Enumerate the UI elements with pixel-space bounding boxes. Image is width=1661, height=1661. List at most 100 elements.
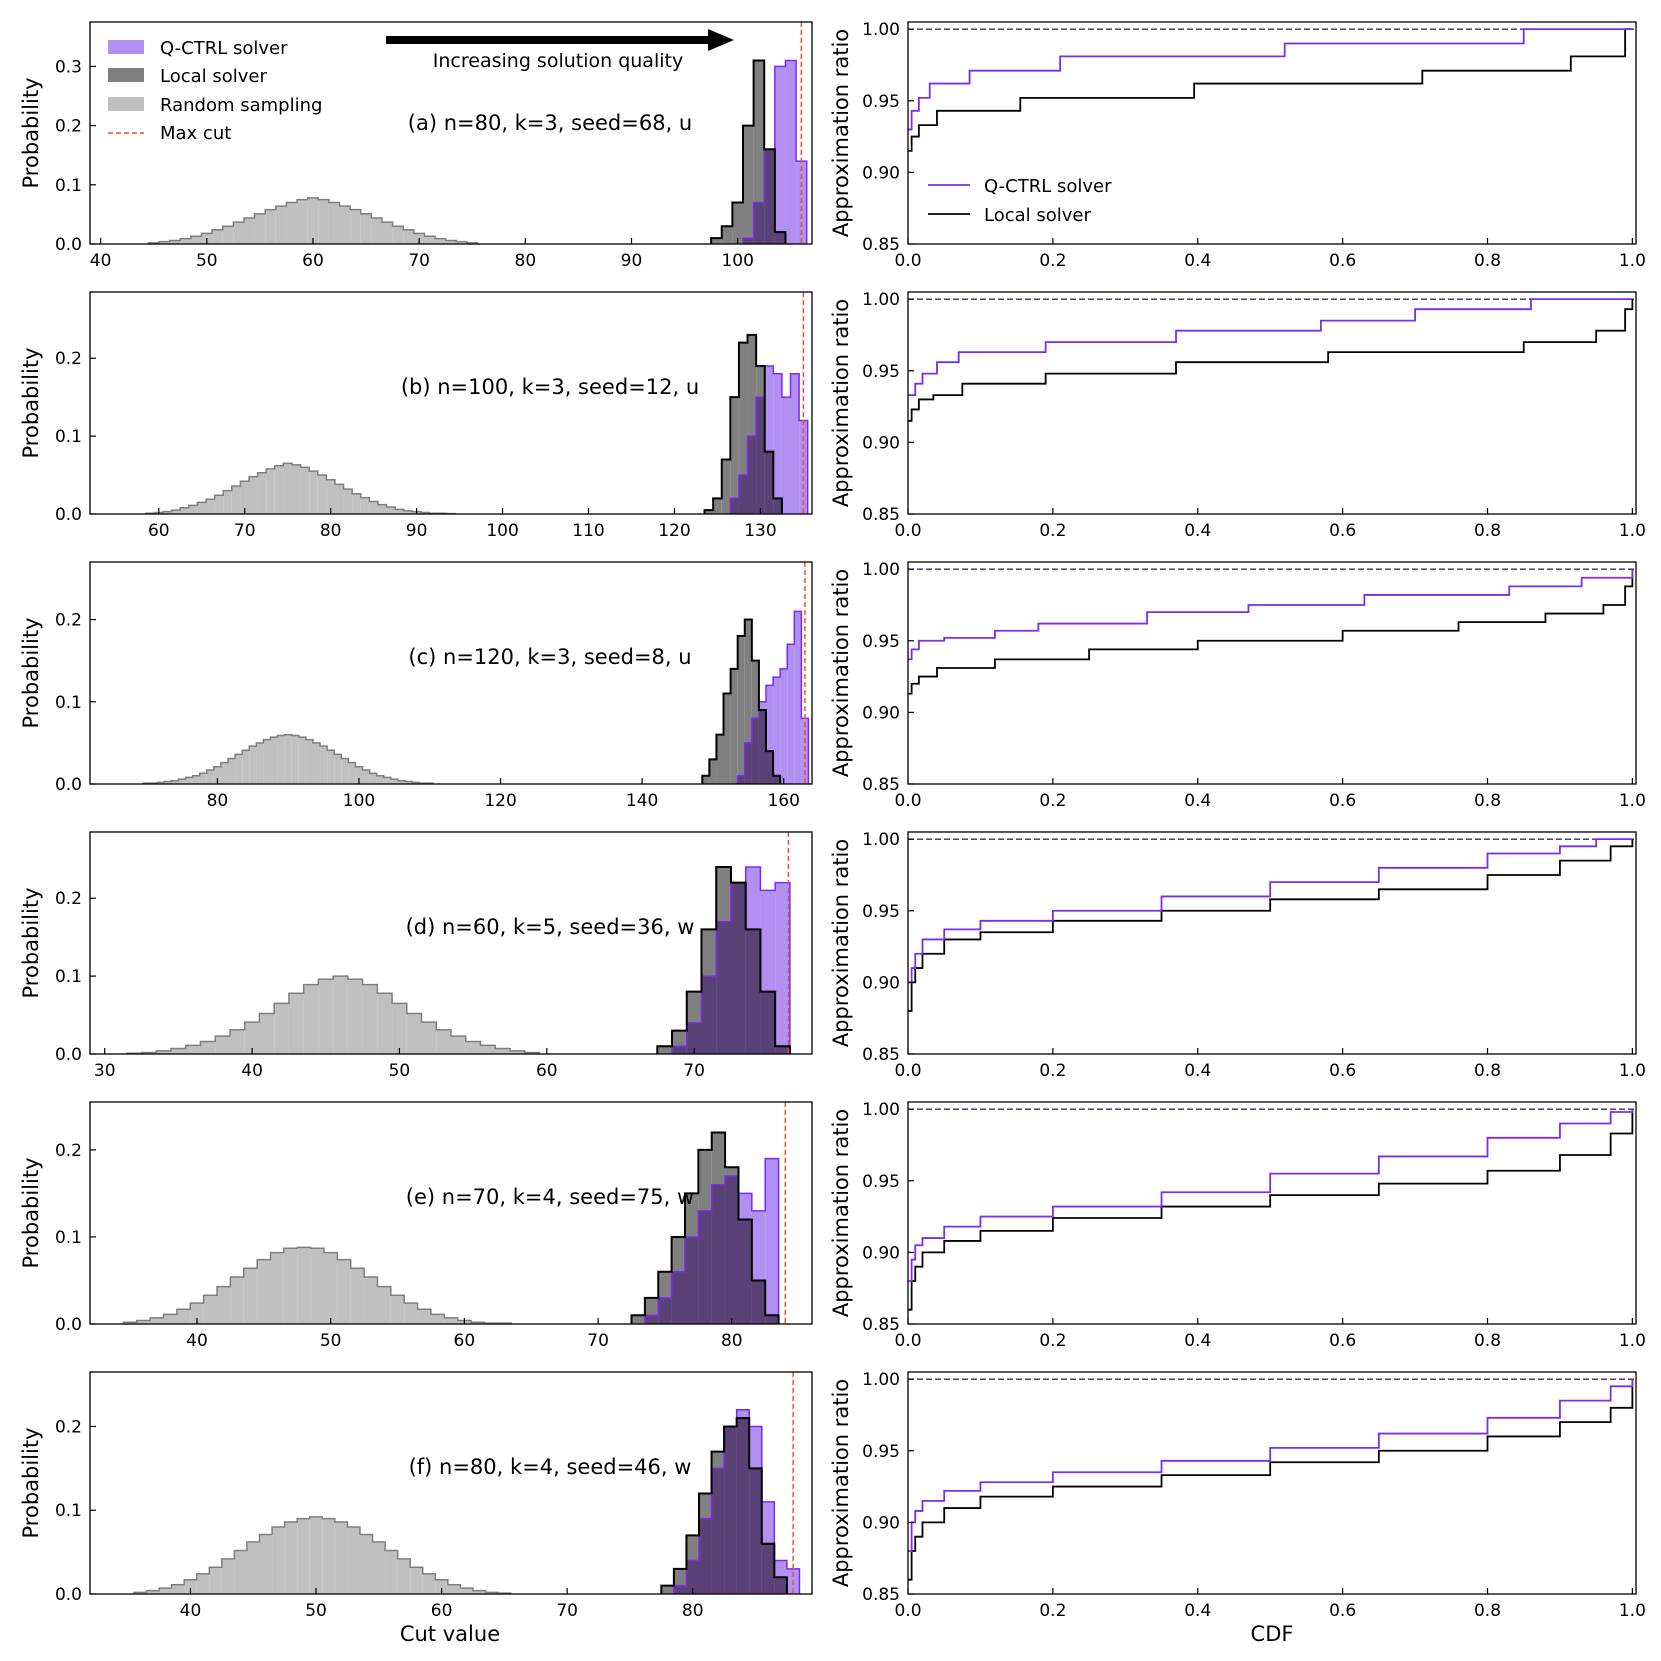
panel-a: 40 50 60 70 80 90 100 0.0 0.1 0.2 0.3 Probability (a… bbox=[19, 20, 1646, 271]
overlap-bar bbox=[742, 238, 754, 244]
overlap-bar bbox=[686, 1560, 699, 1594]
cdf-x-tick-label: 0.6 bbox=[1329, 1061, 1356, 1081]
local-outline bbox=[701, 618, 782, 784]
cdf-x-tick-label: 0.8 bbox=[1474, 1601, 1501, 1621]
cdf-x-tick-label: 0.0 bbox=[894, 1061, 921, 1081]
overlap-bar bbox=[658, 1297, 672, 1324]
hist-y-tick-label: 0.2 bbox=[55, 349, 82, 369]
random-bar bbox=[284, 1521, 298, 1594]
panel-b: 60 70 80 90 100 110 120 130 0.0 0.1 0.2 Probability… bbox=[19, 290, 1646, 541]
random-bar bbox=[347, 979, 363, 1054]
overlap-bar bbox=[775, 1046, 790, 1054]
random-bar bbox=[188, 505, 198, 514]
random-bar bbox=[259, 1013, 275, 1054]
random-bar bbox=[206, 770, 214, 784]
random-bar bbox=[307, 197, 319, 244]
random-bar bbox=[327, 750, 335, 784]
cdf-y-tick-label: 1.00 bbox=[862, 1370, 900, 1390]
cdf-x-tick-label: 0.0 bbox=[894, 791, 921, 811]
cdf-y-tick-label: 0.95 bbox=[862, 902, 900, 922]
cdf-qctrl-line bbox=[908, 28, 1633, 131]
cdf-frame bbox=[907, 1371, 1637, 1595]
overlap-bar bbox=[751, 718, 759, 784]
cdf-x-tick-label: 0.2 bbox=[1039, 1061, 1066, 1081]
cdf-x-tick-label: 0.6 bbox=[1329, 1601, 1356, 1621]
legend-swatch-random bbox=[108, 97, 144, 111]
random-bar bbox=[169, 240, 181, 244]
cdf-y-tick-label: 0.90 bbox=[862, 1243, 900, 1263]
random-bar bbox=[291, 735, 299, 784]
random-bar bbox=[422, 1573, 436, 1594]
cdf-x-tick-label: 0.4 bbox=[1184, 791, 1211, 811]
overlap-bar bbox=[738, 1219, 752, 1324]
random-bar bbox=[150, 1317, 164, 1324]
local-bar bbox=[657, 1046, 673, 1054]
random-bar bbox=[471, 1322, 485, 1324]
cdf-x-tick-label: 0.6 bbox=[1329, 521, 1356, 541]
random-bar bbox=[339, 206, 351, 244]
random-bar bbox=[326, 479, 335, 514]
histogram-c: 80 100 120 140 160 0.0 0.1 0.2 Probability (c) n=… bbox=[19, 561, 813, 811]
hist-y-axis-label: Probability bbox=[19, 347, 43, 458]
random-bar bbox=[229, 1029, 245, 1054]
overlap-bar bbox=[737, 775, 745, 784]
panel-c: 80 100 120 140 160 0.0 0.1 0.2 Probability (c) n=… bbox=[19, 560, 1646, 811]
random-bar bbox=[424, 236, 436, 244]
legend-label-random: Random sampling bbox=[160, 95, 322, 116]
hist-frame bbox=[89, 831, 813, 1055]
random-bar bbox=[334, 1521, 348, 1594]
local-bar bbox=[631, 1315, 645, 1324]
random-bar bbox=[472, 1590, 486, 1594]
random-bar bbox=[300, 467, 310, 514]
cdf-y-tick-label: 0.85 bbox=[862, 1585, 900, 1605]
random-bar bbox=[297, 1518, 310, 1594]
qctrl-outline bbox=[729, 365, 809, 514]
cdf-y-axis-label: Approximation ratio bbox=[829, 569, 853, 777]
qctrl-bar bbox=[765, 685, 774, 784]
hist-x-tick-label: 70 bbox=[587, 1331, 609, 1351]
overlap-bar bbox=[711, 1468, 725, 1594]
random-bar bbox=[303, 984, 319, 1054]
random-bar bbox=[257, 472, 267, 514]
cdf-x-tick-label: 0.6 bbox=[1329, 791, 1356, 811]
cdf-x-tick-label: 1.0 bbox=[1619, 521, 1646, 541]
overlap-bar bbox=[684, 1236, 699, 1324]
qctrl-bar bbox=[765, 1158, 779, 1324]
hist-y-tick-label: 0.0 bbox=[55, 1315, 82, 1335]
random-bar bbox=[495, 1048, 510, 1054]
overlap-bar bbox=[686, 1022, 702, 1054]
random-bar bbox=[171, 1048, 186, 1054]
random-bar bbox=[447, 1584, 461, 1594]
overlap-bar bbox=[711, 1184, 726, 1324]
local-bar bbox=[742, 125, 754, 244]
random-bar bbox=[234, 1550, 247, 1594]
local-bar bbox=[711, 238, 722, 244]
random-bar bbox=[163, 511, 172, 514]
random-bar bbox=[350, 209, 361, 244]
cdf-y-tick-label: 0.90 bbox=[862, 163, 900, 183]
random-bar bbox=[420, 512, 430, 514]
hist-x-tick-label: 100 bbox=[721, 251, 753, 271]
random-bar bbox=[284, 734, 292, 784]
random-bar bbox=[310, 1248, 324, 1324]
random-bar bbox=[404, 781, 413, 784]
random-bar bbox=[397, 1558, 411, 1594]
local-bar bbox=[747, 334, 757, 514]
overlap-bar bbox=[760, 991, 776, 1054]
cdf-x-tick-label: 0.6 bbox=[1329, 1331, 1356, 1351]
cdf-x-tick-label: 0.8 bbox=[1474, 1061, 1501, 1081]
cdf-f: 0.0 0.2 0.4 0.6 0.8 1.0 0.85 0.90 0.95 1.00 Approx… bbox=[829, 1370, 1646, 1621]
qctrl-bar bbox=[801, 718, 809, 784]
random-bar bbox=[343, 489, 353, 514]
hist-y-tick-label: 0.1 bbox=[55, 1501, 82, 1521]
cdf-x-tick-label: 0.0 bbox=[894, 521, 921, 541]
random-bar bbox=[286, 202, 298, 244]
hist-x-tick-label: 50 bbox=[320, 1331, 342, 1351]
cdf-x-tick-label: 0.4 bbox=[1184, 1601, 1211, 1621]
cdf-e: 0.0 0.2 0.4 0.6 0.8 1.0 0.85 0.90 0.95 1.00 Approx… bbox=[829, 1100, 1646, 1351]
local-outline bbox=[703, 333, 783, 514]
random-bar bbox=[435, 238, 446, 244]
overlap-bar bbox=[751, 1280, 766, 1324]
cdf-y-tick-label: 1.00 bbox=[862, 1100, 900, 1120]
random-bar bbox=[217, 1286, 231, 1324]
